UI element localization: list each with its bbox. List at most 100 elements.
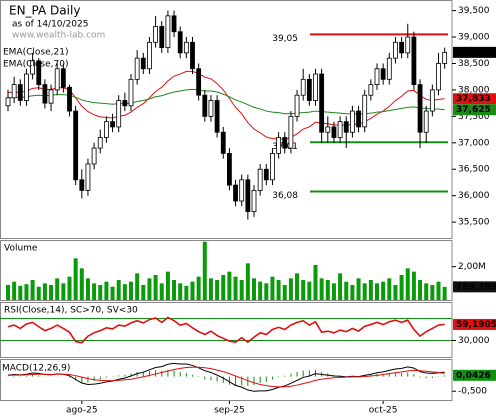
candle-body — [97, 137, 103, 149]
volume-bar — [381, 281, 386, 300]
chart-title: EN_PA Daily — [9, 4, 80, 18]
candle-body — [442, 51, 448, 64]
x-tick-label: oct-25 — [369, 406, 398, 416]
candle-body — [183, 41, 189, 54]
volume-bar — [350, 285, 355, 300]
candle-body — [270, 152, 275, 181]
candle-body — [214, 100, 220, 133]
volume-bar — [6, 285, 10, 300]
candle-body — [85, 163, 91, 191]
candle-body — [356, 110, 361, 128]
volume-bar — [104, 281, 109, 300]
volume-bar — [356, 278, 361, 300]
candle-body — [226, 152, 232, 186]
candle-body — [110, 121, 115, 128]
panel-title: RSI(Close,14), SC>70, SV<30 — [4, 306, 138, 316]
candle-body — [48, 89, 54, 104]
last-value-label: 789,199 — [456, 282, 496, 292]
candle-body — [159, 26, 165, 49]
volume-bar — [393, 285, 398, 300]
candle-body — [208, 100, 214, 117]
volume-bar — [301, 280, 306, 300]
candle-body — [306, 78, 312, 101]
last-value-label: 37,625 — [456, 105, 491, 115]
candle-body — [362, 94, 368, 128]
volume-bar — [258, 281, 263, 300]
volume-bar — [208, 278, 213, 300]
candle-body — [128, 78, 134, 107]
level-label: 39,05 — [272, 34, 298, 44]
candle-body — [202, 94, 208, 117]
candle-body — [233, 184, 238, 202]
volume-bar — [55, 278, 60, 300]
candle-body — [393, 41, 398, 59]
panel-frame — [0, 240, 453, 301]
volume-bar — [196, 276, 201, 300]
volume-bar — [295, 273, 300, 300]
candle-body — [343, 121, 349, 133]
candle-body — [36, 60, 42, 86]
volume-bar — [430, 285, 435, 300]
volume-bar — [405, 268, 410, 300]
candle-body — [411, 36, 417, 86]
volume-bar — [135, 273, 140, 300]
signal-line — [7, 366, 445, 388]
candle-body — [276, 137, 282, 154]
y-tick-label: 36,500 — [458, 165, 490, 175]
candle-body — [405, 36, 411, 54]
candle-body — [196, 68, 202, 96]
candle-body — [386, 57, 392, 80]
candle-body — [331, 126, 337, 138]
volume-bar — [67, 276, 72, 300]
volume-bar — [202, 241, 207, 300]
candle-body — [116, 100, 122, 128]
candle-body — [190, 41, 195, 70]
x-tick-label: sep-25 — [214, 406, 245, 416]
candle-body — [368, 84, 374, 96]
candle-body — [374, 68, 380, 86]
candle-body — [177, 31, 183, 54]
volume-bar — [178, 283, 183, 300]
candle-body — [42, 84, 48, 104]
volume-bar — [313, 265, 318, 300]
candle-body — [147, 41, 152, 70]
volume-bar — [399, 275, 404, 300]
volume-bar — [172, 280, 177, 300]
volume-bar — [424, 283, 429, 300]
candle-body — [54, 68, 60, 91]
candle-body — [399, 41, 405, 54]
candle-body — [239, 179, 245, 202]
volume-bar — [215, 280, 220, 300]
volume-bar — [245, 263, 250, 300]
volume-bar — [141, 285, 146, 300]
candle-body — [436, 63, 441, 91]
y-tick-label: 30,000 — [458, 336, 490, 346]
y-tick-label: 35,500 — [458, 218, 490, 228]
volume-bar — [368, 280, 373, 300]
volume-bar — [270, 276, 275, 300]
candle-body — [104, 121, 109, 138]
candle-body — [245, 179, 251, 212]
volume-bar — [73, 258, 78, 300]
volume-bar — [85, 278, 90, 300]
watermark: www.wealth-lab.com — [12, 31, 105, 41]
volume-bar — [190, 281, 195, 300]
last-value-label: 59,1905 — [456, 320, 496, 330]
candle-body — [263, 168, 269, 181]
candle-body — [165, 15, 171, 49]
y-tick-label: 38,000 — [458, 85, 490, 95]
candle-body — [423, 110, 429, 133]
last-value-label: 0,0426 — [456, 371, 491, 381]
volume-bar — [159, 283, 164, 300]
legend-entry: EMA(Close,70) — [3, 60, 68, 70]
candle-body — [122, 100, 128, 107]
volume-bar — [221, 275, 226, 300]
volume-bar — [227, 271, 232, 300]
volume-bar — [129, 281, 133, 300]
y-tick-label: 2,00M — [458, 262, 486, 272]
last-value-label: 38,710 — [456, 48, 491, 58]
subtitle: as of 14/10/2025 — [12, 20, 88, 30]
candle-body — [313, 73, 318, 101]
last-value-box — [453, 318, 496, 330]
